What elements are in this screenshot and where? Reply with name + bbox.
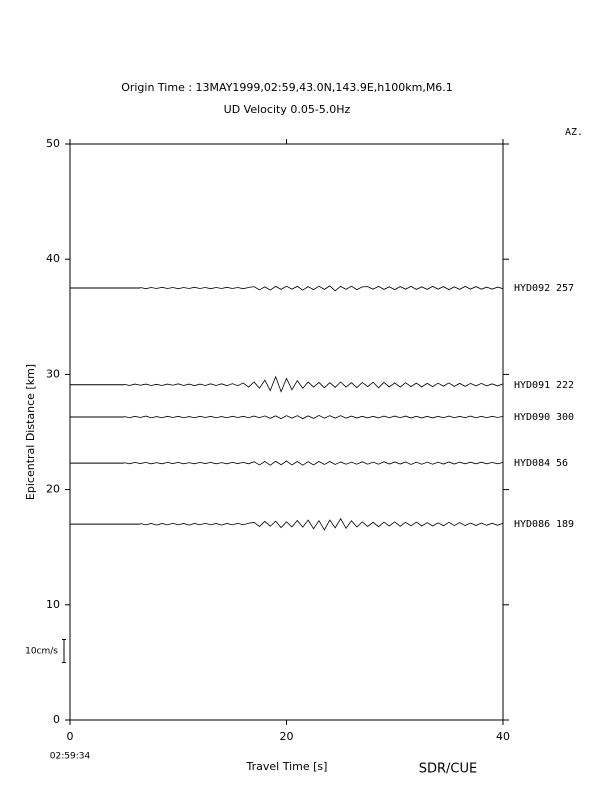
waveform (124, 375, 504, 393)
credit: SDR/CUE (419, 762, 477, 777)
station-azimuth: 189 (556, 519, 574, 530)
waveform (124, 414, 504, 420)
y-tick-label: 0 (53, 713, 60, 726)
chart-subtitle: UD Velocity 0.05-5.0Hz (224, 103, 351, 116)
station-name: HYD084 (514, 458, 550, 469)
station-name: HYD086 (514, 519, 550, 530)
y-tick-label: 30 (46, 367, 60, 380)
plot-frame (69, 143, 504, 721)
start-time: 02:59:34 (50, 752, 91, 762)
station-azimuth: 300 (556, 412, 574, 423)
station-name: HYD090 (514, 412, 550, 423)
y-tick-label: 20 (46, 483, 60, 496)
scale-label: 10cm/s (25, 647, 58, 657)
station-name: HYD091 (514, 380, 550, 391)
waveform (140, 285, 504, 292)
chart-title: Origin Time : 13MAY1999,02:59,43.0N,143.… (121, 81, 453, 94)
station-name: HYD092 (514, 283, 550, 294)
scale-bar (62, 639, 66, 663)
y-axis-label: Epicentral Distance [km] (24, 364, 37, 500)
x-tick-label: 40 (496, 730, 510, 743)
waveform (124, 460, 504, 466)
azimuth-header: AZ. (565, 127, 583, 138)
y-tick-label: 10 (46, 598, 60, 611)
y-tick-label: 40 (46, 252, 60, 265)
station-azimuth: 222 (556, 380, 574, 391)
station-azimuth: 56 (556, 458, 568, 469)
waveform (140, 517, 504, 531)
y-tick-label: 50 (46, 137, 60, 150)
x-axis-label: Travel Time [s] (246, 760, 328, 773)
station-azimuth: 257 (556, 283, 574, 294)
x-tick-label: 0 (67, 730, 74, 743)
x-tick-label: 20 (280, 730, 294, 743)
